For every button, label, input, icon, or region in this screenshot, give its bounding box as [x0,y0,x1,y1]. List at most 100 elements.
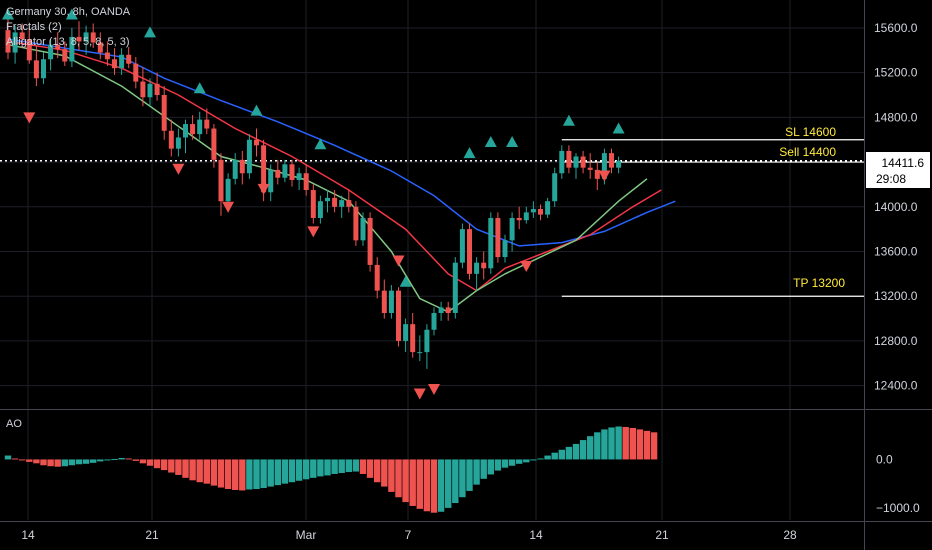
candle-body [438,307,444,313]
candle-body [190,124,196,135]
candle-body [161,95,167,131]
ao-bar [501,459,509,468]
fractal-up-marker [65,8,78,20]
ao-tick-label: 0.0 [876,452,893,466]
ao-bar [253,459,260,489]
ao-bar [338,459,345,474]
ao-bar [82,459,90,464]
ao-bar [33,459,40,464]
candle-body [268,169,274,193]
ao-bar [473,459,480,485]
candle-body [175,137,181,149]
ao-bar [217,459,225,488]
ao-bar [381,459,388,487]
fractal-up-marker [193,82,206,94]
candle-body [467,229,472,274]
candle-body [424,329,430,353]
candle-body [353,206,359,241]
candle-body [197,119,203,135]
ao-bar [437,459,445,512]
candle-body [339,200,345,207]
ao-bar [324,459,331,476]
ao-bar [459,459,466,498]
candle-body [303,173,309,191]
ao-bar [494,459,502,471]
ao-bar [104,459,111,461]
candle-body [431,312,437,330]
candle-body [403,324,409,341]
ao-bar [203,459,210,484]
candle-body [452,262,458,313]
fractal-down-marker [428,383,440,395]
x-tick-label: 21 [145,528,159,542]
tp-label: TP 13200 [793,276,845,290]
candle-body [232,159,238,179]
ao-bar [267,459,274,487]
fractal-down-marker [23,112,36,124]
candle-body [573,156,579,168]
ao-bar [558,449,565,460]
ao-bar [601,429,608,460]
candle-body [410,324,416,353]
fractal-up-marker [2,8,14,20]
ao-bar [416,459,423,509]
candle-body [566,150,572,168]
ao-bar [587,436,594,460]
alligator-legend[interactable]: Alligator (13, 8, 5, 8, 5, 3) [6,36,130,48]
ao-bar [90,459,97,463]
candle-body [310,190,316,218]
ao-bar [430,459,438,513]
alligator-lips-line [7,43,648,313]
candle-body [609,153,614,168]
candle-body [580,156,586,168]
ao-bar [26,459,33,462]
candle-body [183,124,188,138]
candle-body [168,130,174,149]
candle-body [445,307,451,313]
candle-body [275,169,281,178]
x-tick-label: 14 [529,528,543,542]
ao-bar [388,459,395,492]
candle-body [559,150,565,174]
ao-legend[interactable]: AO [6,418,22,430]
chart-title[interactable]: Germany 30, 8h, OANDA [6,6,131,18]
ao-bar [615,426,622,460]
ao-bar [423,459,431,512]
candle-body [360,217,366,241]
ao-bar [274,459,281,486]
ao-bar [331,459,338,474]
legend: Germany 30, 8h, OANDA Fractals (2) Allig… [6,6,131,430]
trade-levels [0,139,864,297]
y-tick-label: 15600.0 [874,21,918,35]
candle-body [545,201,551,215]
x-tick-label: 21 [655,528,669,542]
candle-body [218,159,224,202]
fractal-up-marker [463,147,476,159]
ao-bar [636,429,644,460]
ao-bar [508,459,516,466]
x-tick-label: 28 [783,528,797,542]
candle-body [246,139,252,174]
ao-bar [523,459,530,463]
fractals-legend[interactable]: Fractals (2) [6,21,62,33]
candle-body [616,160,622,168]
fractal-down-marker [257,183,270,195]
candle-body [502,240,508,258]
ao-bar [352,459,360,472]
ao-bar [487,459,494,475]
candle-body [459,229,465,263]
candle-body [225,178,231,202]
ao-bar [345,459,352,473]
ao-bar [565,446,573,460]
candle-body [154,83,160,96]
price-badge-bg [866,152,930,188]
ao-bar [19,459,26,461]
candle-body [516,217,522,221]
ao-bar [395,459,402,498]
price-badge: 14411.6 29:08 [866,152,930,188]
candle-body [112,59,117,69]
ao-bar [97,459,104,462]
candle-body [97,42,103,53]
fractal-down-marker [598,170,611,182]
